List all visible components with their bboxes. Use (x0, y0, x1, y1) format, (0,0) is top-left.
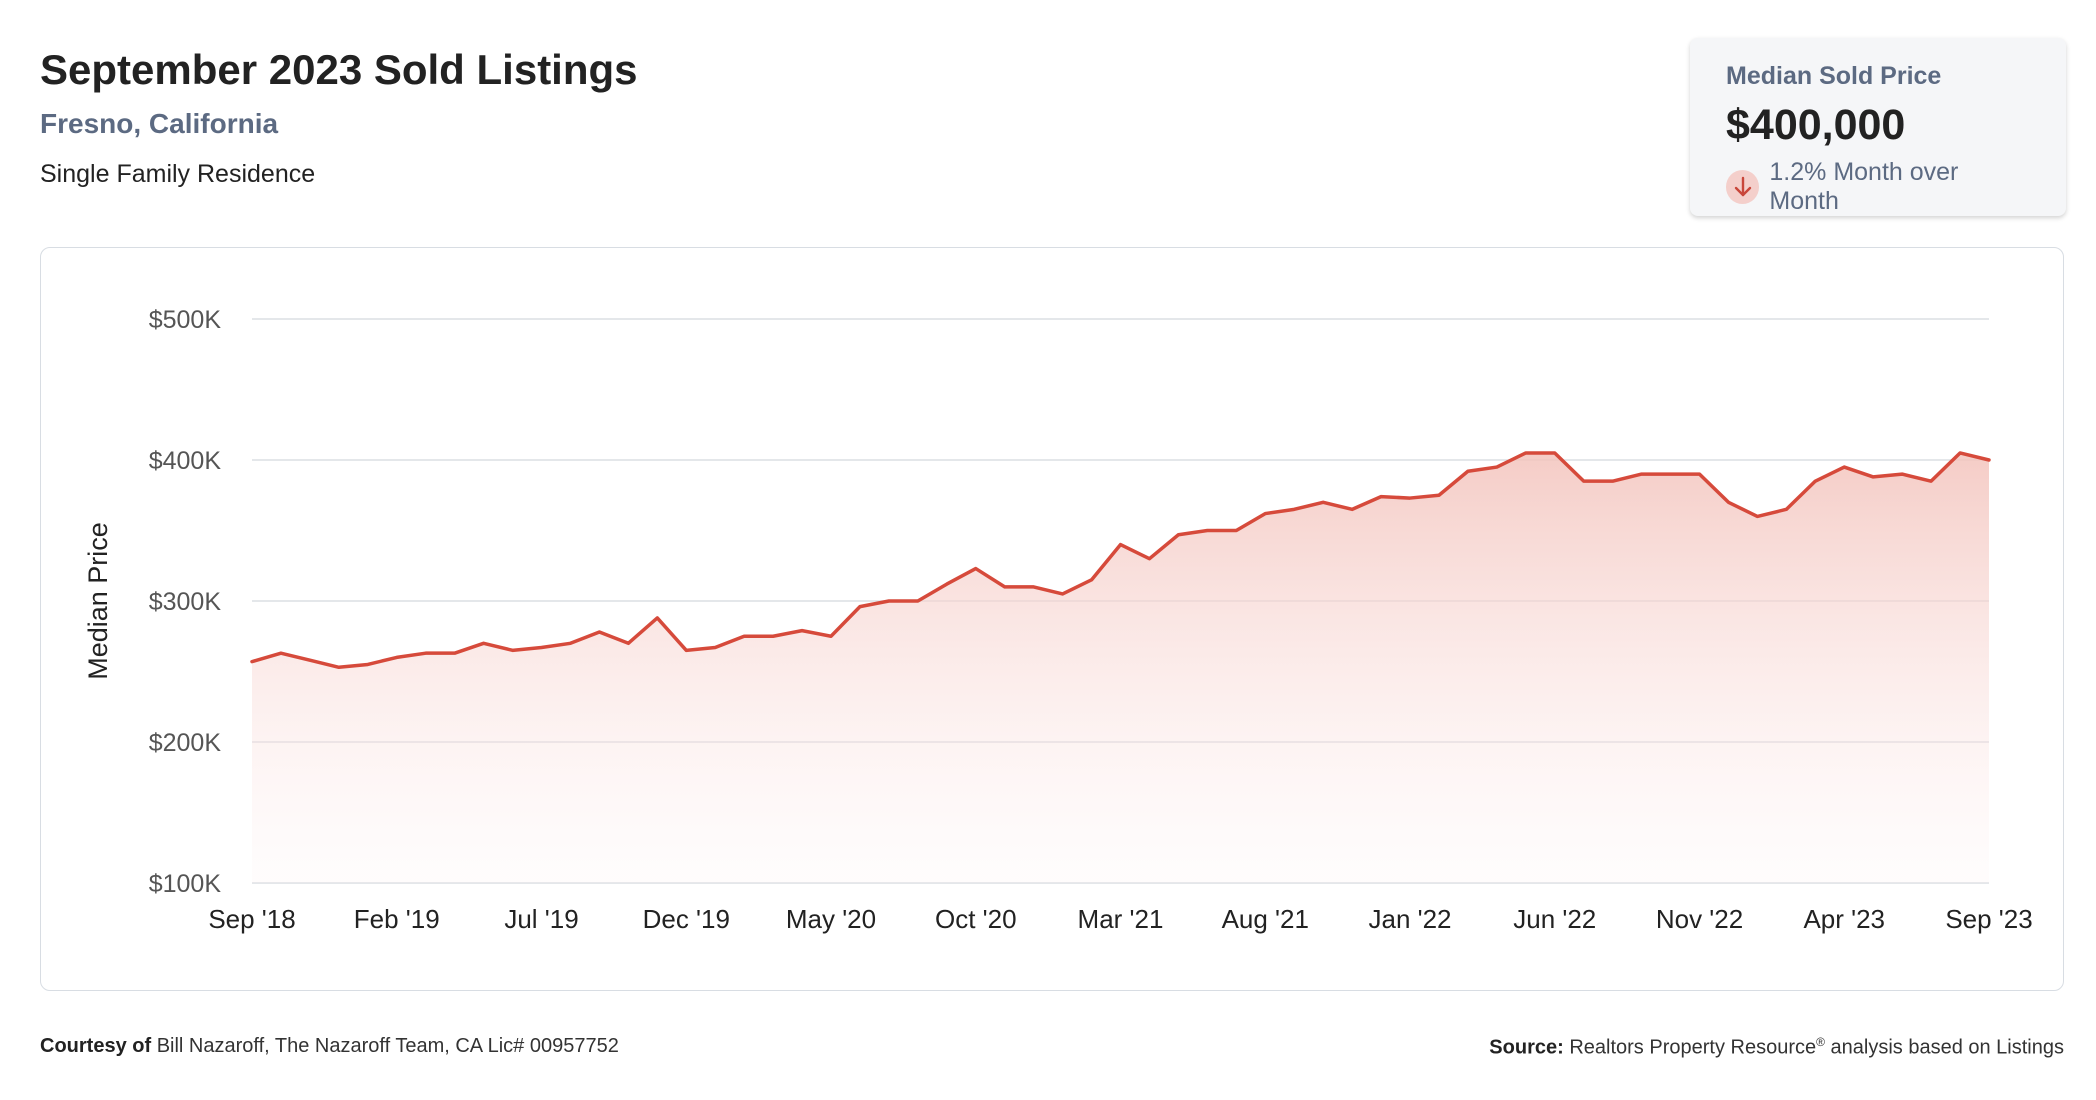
median-price-line (250, 451, 1991, 670)
median-price-chart: $100K $200K $300K $400K $500K Sep '18 Feb '19… (83, 306, 2033, 934)
source-label: Source: (1489, 1036, 1564, 1059)
arrow-down-icon (1726, 170, 1760, 204)
property-type-label: Single Family Residence (40, 160, 316, 188)
source-text: Realtors Property Resource (1569, 1036, 1817, 1059)
source-suffix: analysis based on Listings (1830, 1036, 2064, 1059)
kpi-change: 1.2% Month over Month (1726, 158, 2030, 216)
price-area-fill (252, 452, 1989, 883)
median-price-card: Median Sold Price $400,000 1.2% Month ov… (1690, 38, 2066, 216)
courtesy-label: Courtesy of (40, 1035, 152, 1057)
x-tick-label: May '20 (786, 904, 876, 934)
y-tick-label: $400K (149, 447, 222, 475)
y-tick-label: $500K (149, 306, 222, 334)
kpi-label: Median Sold Price (1726, 62, 1942, 90)
y-tick-label: $100K (149, 870, 222, 898)
x-tick-label: Apr '23 (1803, 904, 1885, 934)
source-footer: Source: Realtors Property Resource® anal… (1489, 1035, 2064, 1060)
courtesy-text: Bill Nazaroff, The Nazaroff Team, CA Lic… (156, 1035, 619, 1057)
x-tick-label: Sep '18 (208, 904, 295, 934)
y-axis-label: Median Price (83, 522, 113, 680)
location-subtitle: Fresno, California (40, 108, 279, 139)
x-tick-label: Jun '22 (1513, 904, 1596, 934)
x-tick-label: Oct '20 (935, 904, 1017, 934)
x-tick-label: Mar '21 (1078, 904, 1164, 934)
y-tick-label: $200K (149, 729, 222, 757)
courtesy-footer: Courtesy of Bill Nazaroff, The Nazaroff … (40, 1035, 619, 1058)
x-tick-label: Dec '19 (643, 904, 730, 934)
x-tick-label: Jul '19 (504, 904, 578, 934)
x-tick-label: Nov '22 (1656, 904, 1743, 934)
x-tick-label: Jan '22 (1368, 904, 1451, 934)
chart-frame: $100K $200K $300K $400K $500K Sep '18 Feb '19… (40, 247, 2064, 991)
y-tick-label: $300K (149, 588, 222, 616)
registered-mark: ® (1816, 1035, 1825, 1049)
page-title: September 2023 Sold Listings (40, 46, 638, 93)
x-tick-label: Sep '23 (1945, 904, 2032, 934)
x-tick-label: Feb '19 (354, 904, 440, 934)
x-tick-label: Aug '21 (1222, 904, 1309, 934)
kpi-value: $400,000 (1726, 101, 1906, 149)
kpi-change-text: 1.2% Month over Month (1769, 158, 1959, 215)
